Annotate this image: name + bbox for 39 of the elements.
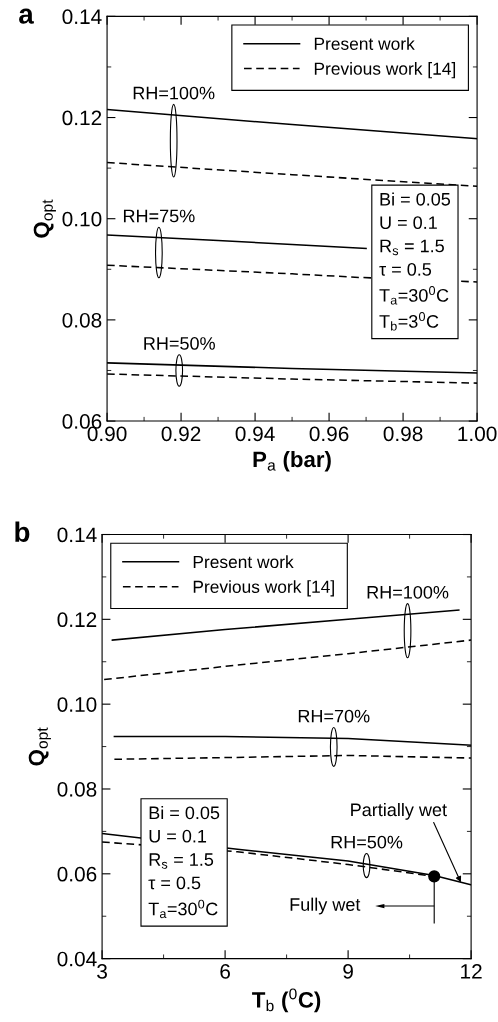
y-tick-label: 0.04 [57, 951, 97, 967]
annotation: Fully wet [290, 897, 361, 915]
y-tick-label: 0.10 [62, 211, 102, 227]
annotation: RH=70% [298, 709, 370, 723]
annotation: RH=75% [123, 209, 195, 223]
legend-label: Present work [314, 37, 415, 50]
x-tick-label: 1.00 [458, 426, 497, 442]
y-axis-title: Q$_{opt}$ [28, 727, 51, 766]
x-tick-label: 0.98 [383, 426, 423, 442]
x-tick-label: 0.96 [309, 426, 349, 442]
chart-title: b [15, 521, 30, 542]
y-tick-label: 0.12 [62, 110, 102, 126]
x-axis-title: T$_{b}$ ($^{0}$C) [252, 988, 321, 1013]
legend-label: Previous work [14] [193, 580, 334, 597]
text: Bi = 0.05 U = 0.1 R$_{s}$ = 1.5 τ = 0.5 T$_{a}$=30$^{0}$C [148, 805, 220, 919]
x-tick-label: 12 [461, 964, 482, 979]
annotation: RH=100% [133, 86, 215, 100]
legend-label: Present work [193, 555, 294, 569]
y-tick-label: 0.10 [57, 697, 97, 712]
x-axis-title: P$_{a}$ (bar) [253, 450, 331, 472]
y-tick-label: 0.06 [57, 866, 97, 882]
y-tick-label: 0.08 [62, 312, 102, 328]
x-tick-label: 0.94 [235, 426, 275, 442]
annotation: RH=100% [367, 585, 449, 599]
x-tick-label: 6 [220, 964, 230, 979]
x-tick-label: 3 [97, 964, 107, 979]
annotation: RH=50% [144, 337, 215, 350]
legend-label: Previous work [14] [314, 62, 456, 79]
y-axis-title: Q$_{opt}$ [33, 199, 56, 238]
chart-title: a [19, 8, 34, 24]
x-tick-label: 9 [343, 964, 353, 979]
text: Bi = 0.05 U = 0.1 R$_{s}$ = 1.5 τ = 0.5 T$_{a}$=30$^{0}$C T$_{b}$=3$^{0}$C [379, 192, 451, 331]
y-tick-label: 0.14 [57, 527, 97, 543]
y-tick-label: 0.14 [62, 9, 102, 25]
annotation: RH=50% [331, 835, 403, 849]
y-tick-label: 0.08 [57, 781, 97, 797]
y-tick-label: 0.12 [57, 612, 97, 628]
annotation: Partially wet [351, 802, 447, 820]
x-tick-label: 0.92 [161, 426, 201, 442]
